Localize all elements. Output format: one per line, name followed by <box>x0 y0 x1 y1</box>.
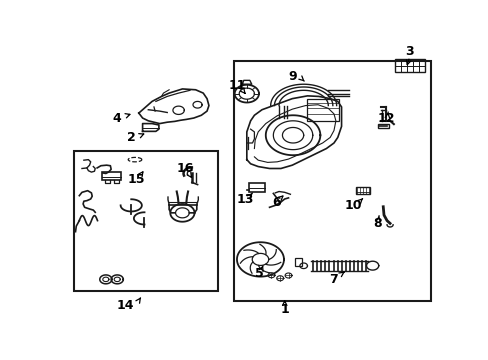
Bar <box>295 258 302 266</box>
Text: 4: 4 <box>113 112 122 125</box>
Text: 5: 5 <box>254 267 263 280</box>
Text: 8: 8 <box>373 217 382 230</box>
Text: 15: 15 <box>127 172 144 185</box>
Bar <box>248 184 264 192</box>
Bar <box>306 99 338 121</box>
Text: 6: 6 <box>271 196 280 209</box>
Bar <box>355 186 369 194</box>
Text: 16: 16 <box>176 162 194 175</box>
Text: 14: 14 <box>117 299 134 312</box>
Text: 12: 12 <box>377 112 394 125</box>
Text: 11: 11 <box>228 79 245 92</box>
Bar <box>377 125 388 128</box>
Bar <box>74 151 218 291</box>
Text: 2: 2 <box>126 131 135 144</box>
Text: 3: 3 <box>405 45 413 58</box>
Text: 1: 1 <box>280 303 288 316</box>
Bar <box>394 59 424 72</box>
Text: 13: 13 <box>237 193 254 206</box>
Text: 9: 9 <box>288 70 297 83</box>
Bar <box>102 172 121 180</box>
Text: 10: 10 <box>344 199 362 212</box>
Bar <box>233 61 430 301</box>
Text: 7: 7 <box>328 273 337 286</box>
